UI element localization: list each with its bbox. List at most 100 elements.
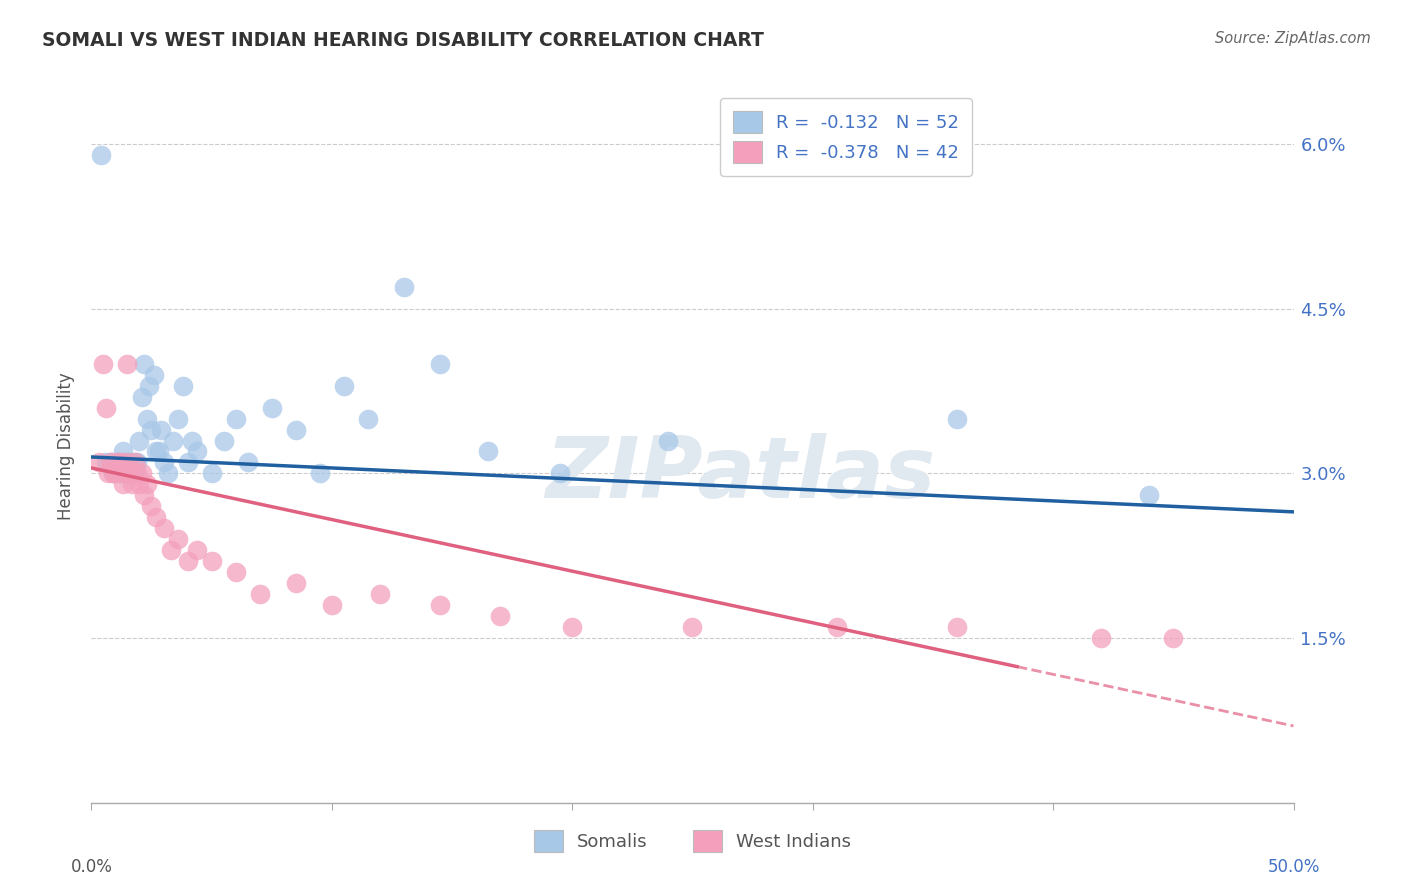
Point bbox=[284, 423, 307, 437]
Point bbox=[104, 467, 127, 481]
Point bbox=[429, 598, 451, 612]
Point bbox=[111, 467, 134, 481]
Point bbox=[186, 543, 208, 558]
Point bbox=[117, 455, 139, 469]
Point bbox=[141, 500, 163, 514]
Point bbox=[110, 467, 132, 481]
Point bbox=[107, 455, 129, 469]
Point bbox=[392, 280, 415, 294]
Point bbox=[150, 423, 173, 437]
Point bbox=[548, 467, 571, 481]
Point bbox=[681, 620, 703, 634]
Point bbox=[134, 357, 156, 371]
Point bbox=[101, 467, 124, 481]
Point bbox=[118, 467, 141, 481]
Point bbox=[87, 455, 110, 469]
Point bbox=[142, 368, 165, 382]
Point bbox=[117, 455, 139, 469]
Point bbox=[141, 423, 163, 437]
Point bbox=[124, 455, 146, 469]
Point bbox=[125, 455, 148, 469]
Point bbox=[159, 543, 181, 558]
Point bbox=[321, 598, 343, 612]
Point bbox=[1137, 488, 1160, 502]
Point bbox=[104, 467, 127, 481]
Point bbox=[157, 467, 180, 481]
Point bbox=[131, 390, 153, 404]
Point bbox=[225, 566, 247, 580]
Point bbox=[284, 576, 307, 591]
Point bbox=[93, 357, 115, 371]
Point bbox=[357, 411, 380, 425]
Point bbox=[118, 467, 141, 481]
Point bbox=[90, 148, 112, 162]
Point bbox=[148, 444, 170, 458]
Point bbox=[134, 488, 156, 502]
Point bbox=[97, 467, 120, 481]
Point bbox=[107, 455, 129, 469]
Point bbox=[201, 554, 224, 568]
Point bbox=[162, 434, 184, 448]
Point bbox=[117, 467, 139, 481]
Point bbox=[110, 455, 132, 469]
Point bbox=[489, 609, 512, 624]
Point bbox=[176, 455, 198, 469]
Point bbox=[225, 411, 247, 425]
Text: ZIPatlas: ZIPatlas bbox=[546, 433, 935, 516]
Point bbox=[94, 455, 117, 469]
Point bbox=[121, 477, 143, 491]
Text: SOMALI VS WEST INDIAN HEARING DISABILITY CORRELATION CHART: SOMALI VS WEST INDIAN HEARING DISABILITY… bbox=[42, 31, 763, 50]
Point bbox=[152, 455, 174, 469]
Point bbox=[172, 378, 194, 392]
Point bbox=[429, 357, 451, 371]
Point bbox=[946, 620, 969, 634]
Point bbox=[561, 620, 583, 634]
Point bbox=[94, 401, 117, 415]
Point bbox=[101, 467, 124, 481]
Point bbox=[368, 587, 391, 601]
Point bbox=[825, 620, 848, 634]
Point bbox=[128, 477, 150, 491]
Point bbox=[186, 444, 208, 458]
Point bbox=[117, 357, 139, 371]
Point bbox=[100, 455, 122, 469]
Y-axis label: Hearing Disability: Hearing Disability bbox=[58, 372, 76, 520]
Text: Source: ZipAtlas.com: Source: ZipAtlas.com bbox=[1215, 31, 1371, 46]
Point bbox=[477, 444, 499, 458]
Point bbox=[128, 434, 150, 448]
Point bbox=[135, 477, 157, 491]
Point bbox=[121, 467, 143, 481]
Point bbox=[333, 378, 356, 392]
Point bbox=[111, 477, 134, 491]
Point bbox=[657, 434, 679, 448]
Point bbox=[124, 467, 146, 481]
Point bbox=[260, 401, 283, 415]
Point bbox=[1161, 631, 1184, 645]
Point bbox=[145, 444, 167, 458]
Point bbox=[100, 455, 122, 469]
Point bbox=[212, 434, 235, 448]
Point bbox=[124, 455, 146, 469]
Point bbox=[946, 411, 969, 425]
Point bbox=[308, 467, 330, 481]
Point bbox=[131, 467, 153, 481]
Text: 50.0%: 50.0% bbox=[1267, 858, 1320, 876]
Point bbox=[167, 411, 190, 425]
Point bbox=[135, 411, 157, 425]
Point bbox=[1090, 631, 1112, 645]
Point bbox=[176, 554, 198, 568]
Point bbox=[138, 378, 160, 392]
Point bbox=[249, 587, 271, 601]
Point bbox=[201, 467, 224, 481]
Point bbox=[114, 467, 136, 481]
Point bbox=[167, 533, 190, 547]
Point bbox=[118, 455, 141, 469]
Point bbox=[145, 510, 167, 524]
Point bbox=[114, 455, 136, 469]
Point bbox=[125, 467, 148, 481]
Point bbox=[111, 444, 134, 458]
Text: 0.0%: 0.0% bbox=[70, 858, 112, 876]
Point bbox=[236, 455, 259, 469]
Point bbox=[152, 521, 174, 535]
Point bbox=[181, 434, 204, 448]
